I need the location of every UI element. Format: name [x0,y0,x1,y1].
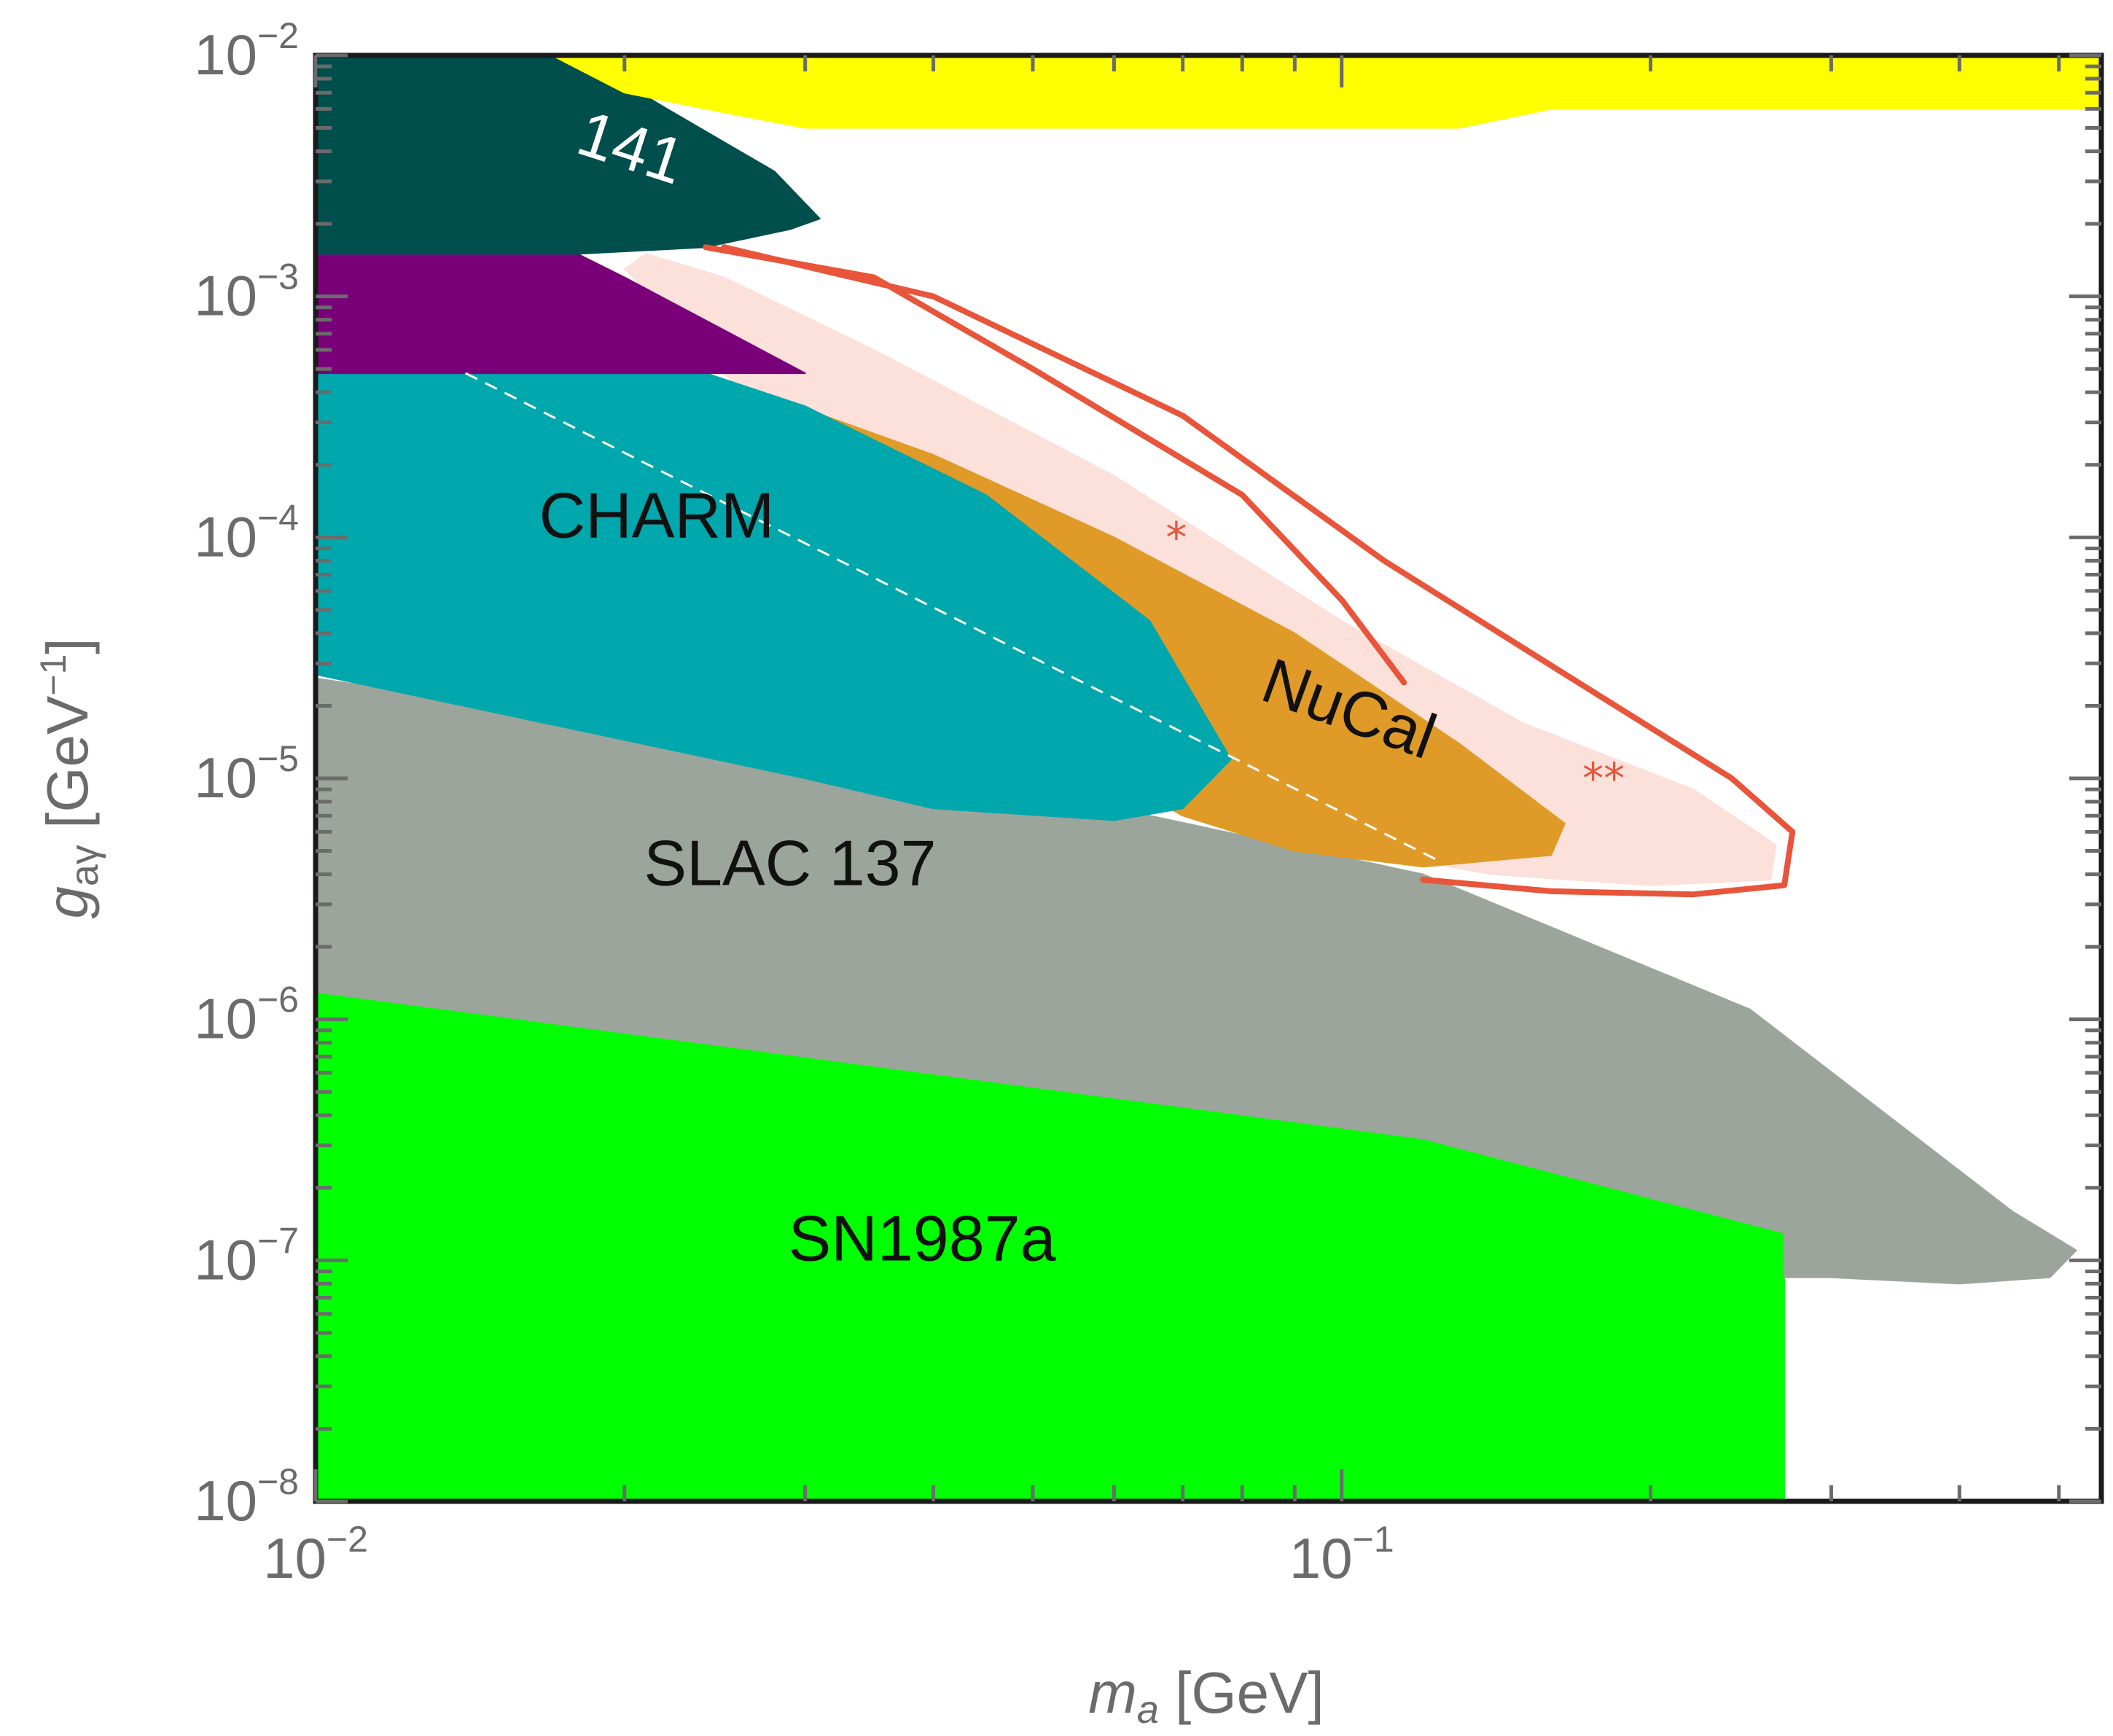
contour-overlays [465,244,1796,898]
y-tick-label: 10−2 [194,15,299,87]
exclusion-regions [316,55,2101,1501]
dashed-reference-line [465,372,1442,864]
marker-star-2: ** [1582,754,1625,803]
x-tick-label: 10−1 [1289,1519,1394,1590]
label-charm: CHARM [539,479,775,551]
marker-star-1: * [1165,512,1187,562]
region-top-yellow-band [551,55,2101,129]
y-tick-label: 10−6 [194,980,299,1051]
tick-labels: 10−210−310−410−510−610−710−810−2 10−1 [194,15,1394,1590]
axis-ticks [313,53,2101,1504]
y-tick-label: 10−3 [194,257,299,328]
contour-inner-contour [703,244,1407,686]
x-tick-label: 10−2 [263,1519,368,1590]
label-sn1987a: SN1987a [789,1202,1056,1274]
label-slac-137: SLAC 137 [644,827,936,899]
region-charm [316,372,1232,821]
region-slac-137 [316,677,2077,1285]
y-axis-title: gaγ [GeV−1] [33,638,106,918]
y-tick-label: 10−4 [194,497,299,568]
y-tick-label: 10−5 [194,738,299,810]
x-axis-title: ma [GeV] [1088,1660,1324,1732]
y-tick-label: 10−7 [194,1220,299,1291]
y-tick-label: 10−8 [194,1461,299,1533]
contour-outer-contour [721,244,1796,898]
y-axis-title-group: gaγ [GeV−1] [33,638,106,918]
